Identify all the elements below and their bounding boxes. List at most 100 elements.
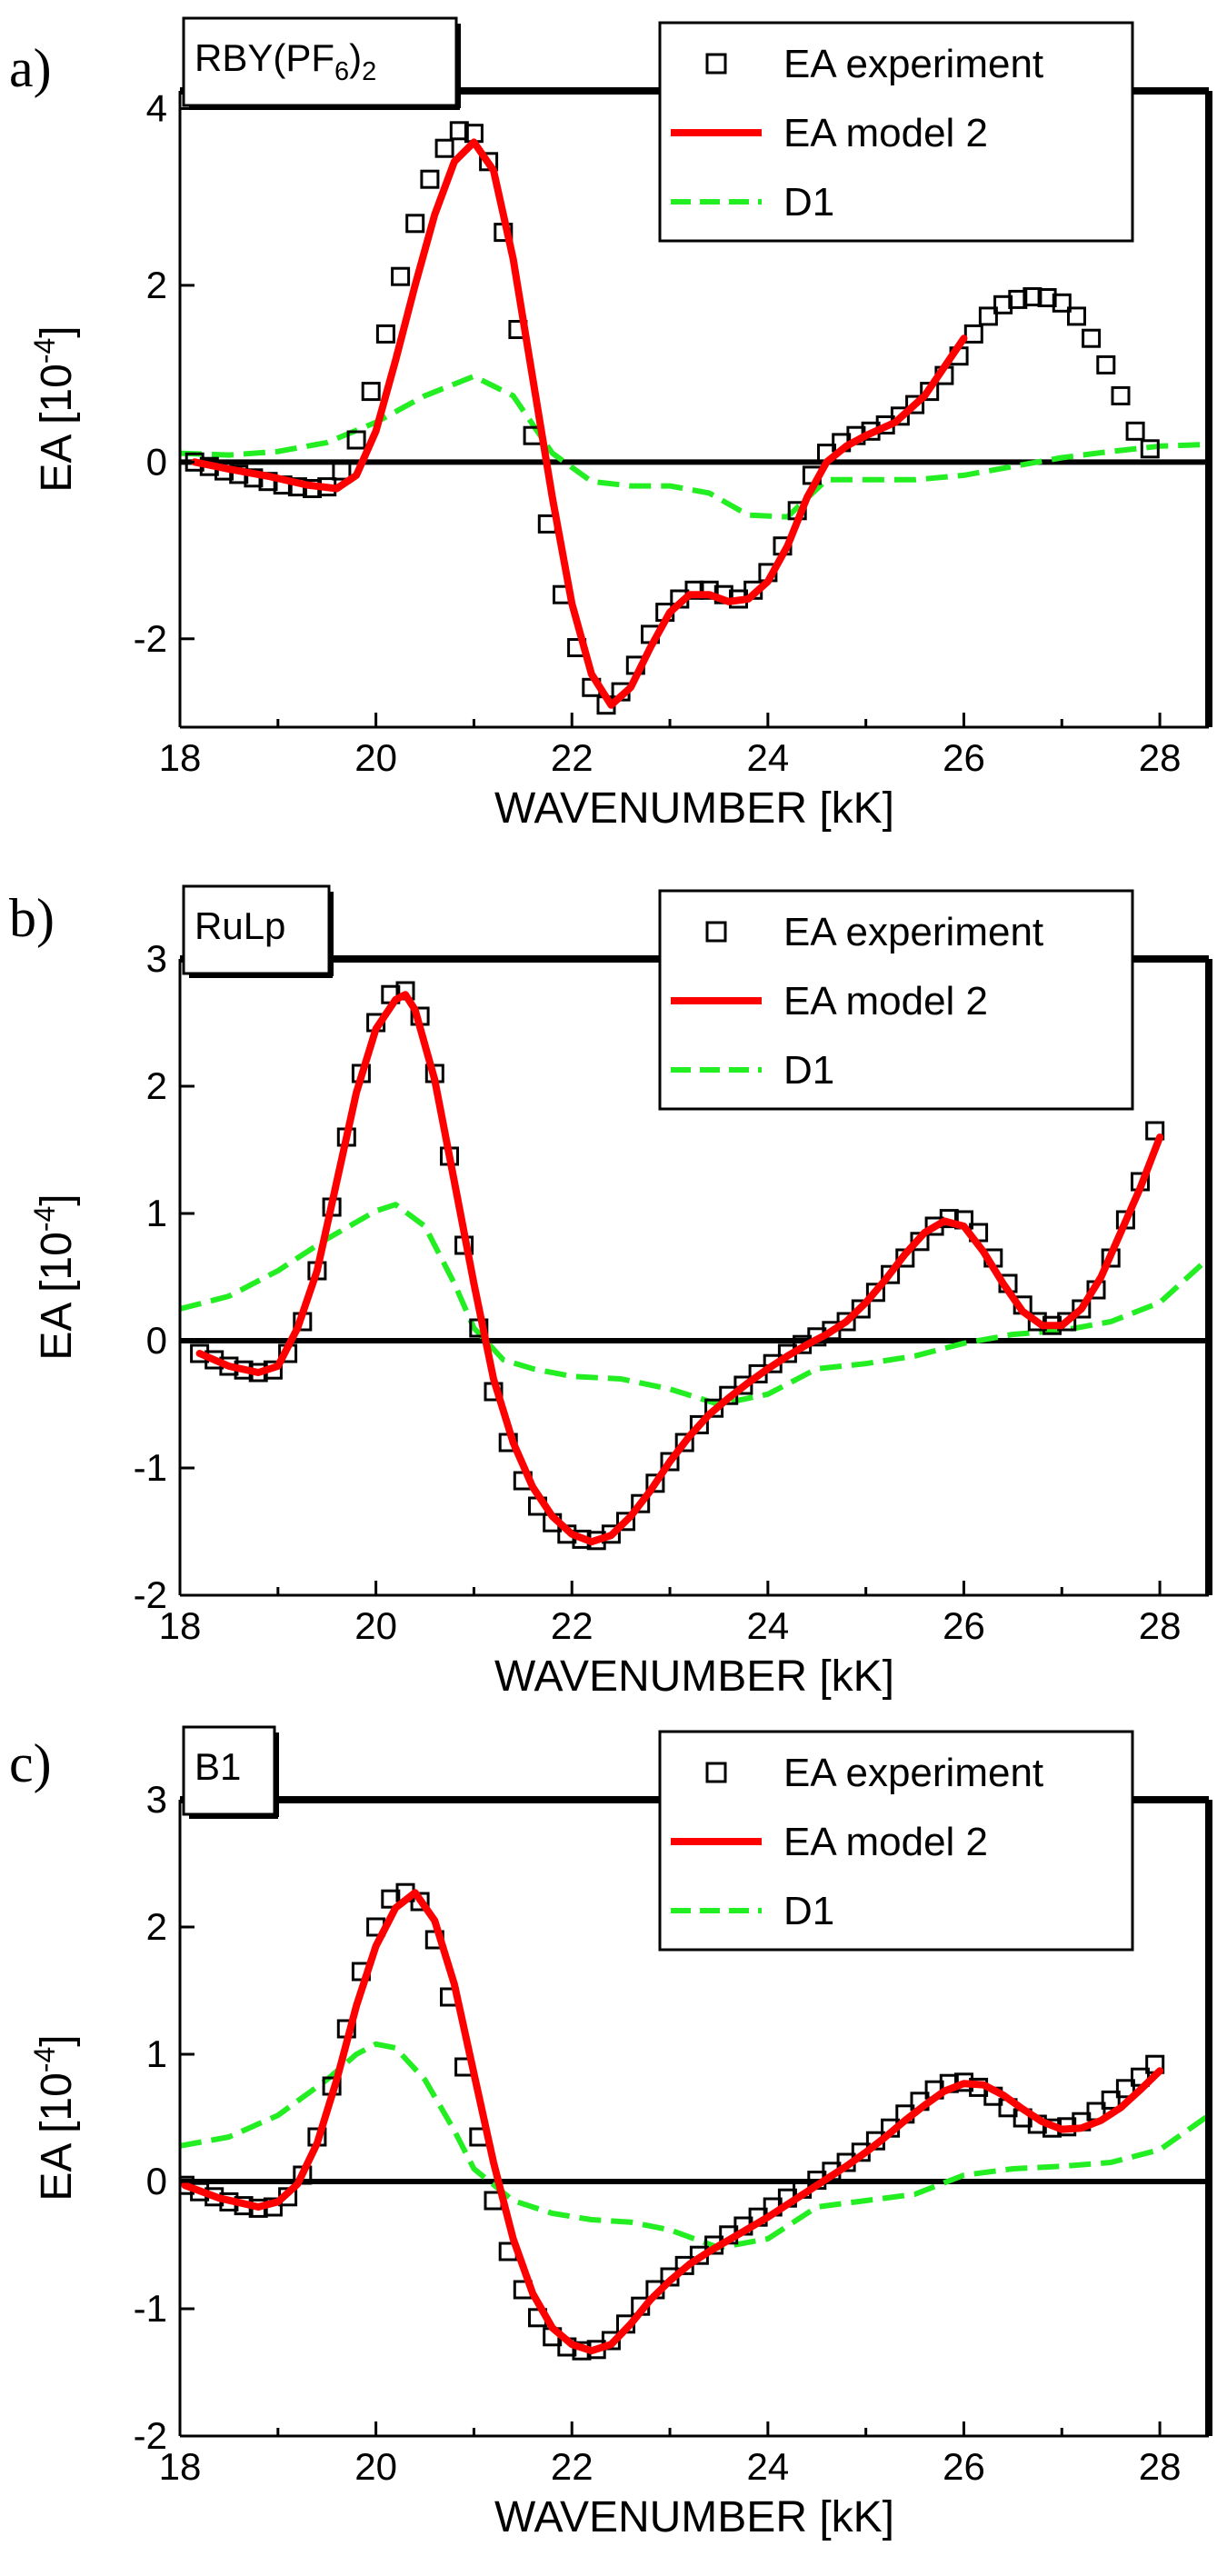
compound-label-close: ) bbox=[349, 36, 362, 79]
y-axis-label: EA [10-4] bbox=[28, 325, 81, 492]
x-tick-label: 22 bbox=[551, 2445, 594, 2488]
x-tick-label: 18 bbox=[159, 736, 202, 779]
y-axis-label-close: ] bbox=[33, 325, 81, 337]
x-tick-label: 26 bbox=[943, 736, 985, 779]
model-line bbox=[191, 138, 968, 709]
x-tick-label: 20 bbox=[354, 1604, 397, 1647]
experiment-point bbox=[905, 394, 925, 414]
y-tick-label: 3 bbox=[146, 1778, 167, 1821]
experiment-point bbox=[978, 306, 998, 326]
compound-label: RBY(PF6)2 bbox=[195, 36, 376, 86]
y-tick-label: -2 bbox=[134, 1573, 167, 1616]
y-axis-label-main: EA [10 bbox=[33, 364, 81, 492]
experiment-point bbox=[1101, 2090, 1121, 2110]
experiment-point bbox=[963, 324, 983, 344]
experiment-point bbox=[836, 1312, 856, 1332]
y-axis-label: EA [10-4] bbox=[28, 2034, 81, 2201]
experiment-point bbox=[405, 214, 425, 234]
experiment-point bbox=[601, 1524, 621, 1544]
x-tick-label: 24 bbox=[746, 736, 789, 779]
experiment-point bbox=[616, 1512, 635, 1532]
compound-label-base: RBY(PF bbox=[195, 36, 334, 79]
experiment-point bbox=[375, 324, 395, 344]
experiment-point bbox=[346, 430, 366, 450]
x-tick-label: 24 bbox=[746, 2445, 789, 2488]
experiment-point bbox=[993, 295, 1013, 315]
x-tick-label: 18 bbox=[159, 2445, 202, 2488]
compound-box bbox=[182, 1725, 276, 1816]
experiment-point bbox=[361, 382, 381, 402]
y-axis-label: EA [10-4] bbox=[28, 1193, 81, 1360]
x-tick-label: 26 bbox=[943, 1604, 985, 1647]
y-tick-label: -2 bbox=[134, 617, 167, 660]
legend-d1-label: D1 bbox=[783, 1048, 834, 1093]
panel-label: b) bbox=[9, 888, 55, 948]
experiment-point bbox=[1037, 288, 1057, 307]
experiment-point bbox=[479, 152, 499, 172]
y-tick-label: 0 bbox=[146, 440, 167, 483]
x-axis-label: WAVENUMBER [kK] bbox=[494, 2493, 894, 2541]
d1-line bbox=[180, 374, 1209, 520]
y-tick-label: 3 bbox=[146, 937, 167, 980]
model-line bbox=[195, 991, 1164, 1546]
x-tick-label: 22 bbox=[551, 736, 594, 779]
x-tick-label: 18 bbox=[159, 1604, 202, 1647]
plot-area bbox=[180, 1882, 1209, 2361]
legend-experiment-marker bbox=[705, 921, 727, 943]
y-tick-label: 0 bbox=[146, 1319, 167, 1362]
legend-experiment-label: EA experiment bbox=[783, 42, 1043, 86]
experiment-point bbox=[332, 461, 352, 481]
y-tick-label: 1 bbox=[146, 1192, 167, 1234]
legend-model-label: EA model 2 bbox=[783, 979, 988, 1023]
experiment-point bbox=[1082, 328, 1102, 348]
x-tick-label: 28 bbox=[1139, 2445, 1182, 2488]
experiment-point bbox=[1096, 354, 1116, 374]
compound-label-subscript: 2 bbox=[362, 57, 376, 86]
experiment-point bbox=[689, 1414, 709, 1434]
experiment-point bbox=[865, 1283, 885, 1303]
y-tick-label: 1 bbox=[146, 2032, 167, 2075]
legend-model-label: EA model 2 bbox=[783, 111, 988, 155]
y-axis-label-exponent: -4 bbox=[28, 338, 61, 364]
y-axis-label-main: EA [10 bbox=[33, 2072, 81, 2201]
y-tick-label: 2 bbox=[146, 1905, 167, 1948]
legend-d1-label: D1 bbox=[783, 1889, 834, 1933]
y-tick-label: -2 bbox=[134, 2414, 167, 2457]
experiment-point bbox=[449, 121, 469, 141]
legend-experiment-label: EA experiment bbox=[783, 910, 1043, 954]
experiment-point bbox=[674, 1433, 694, 1453]
y-tick-label: 4 bbox=[146, 86, 167, 129]
compound-label-base: B1 bbox=[195, 1745, 241, 1788]
x-axis-label: WAVENUMBER [kK] bbox=[494, 1652, 894, 1701]
experiment-point bbox=[733, 1375, 753, 1395]
x-axis-label: WAVENUMBER [kK] bbox=[494, 784, 894, 833]
d1-line bbox=[180, 2041, 1209, 2251]
compound-label-subscript: 6 bbox=[334, 57, 349, 86]
experiment-point bbox=[684, 580, 704, 600]
compound-label: B1 bbox=[195, 1745, 241, 1788]
y-axis-label-close: ] bbox=[33, 2034, 81, 2046]
experiment-point bbox=[631, 1493, 651, 1513]
y-tick-label: -1 bbox=[134, 1446, 167, 1489]
experiment-point bbox=[1057, 1312, 1077, 1332]
experiment-point bbox=[881, 1264, 901, 1284]
panel-label: c) bbox=[9, 1733, 52, 1793]
experiment-point bbox=[1145, 1121, 1165, 1141]
experiment-point bbox=[381, 1889, 401, 1909]
legend-d1-label: D1 bbox=[783, 180, 834, 225]
compound-box bbox=[182, 884, 331, 975]
x-tick-label: 26 bbox=[943, 2445, 985, 2488]
x-tick-label: 20 bbox=[354, 736, 397, 779]
experiment-point bbox=[890, 406, 910, 426]
experiment-point bbox=[1027, 1312, 1047, 1332]
x-tick-label: 28 bbox=[1139, 1604, 1182, 1647]
y-tick-label: 2 bbox=[146, 1064, 167, 1107]
y-axis-label-main: EA [10 bbox=[33, 1232, 81, 1360]
experiment-point bbox=[1072, 1299, 1092, 1319]
model-line bbox=[181, 1889, 1164, 2355]
experiment-point bbox=[1067, 306, 1086, 326]
experiment-point bbox=[1140, 439, 1160, 459]
compound-box bbox=[182, 16, 458, 107]
